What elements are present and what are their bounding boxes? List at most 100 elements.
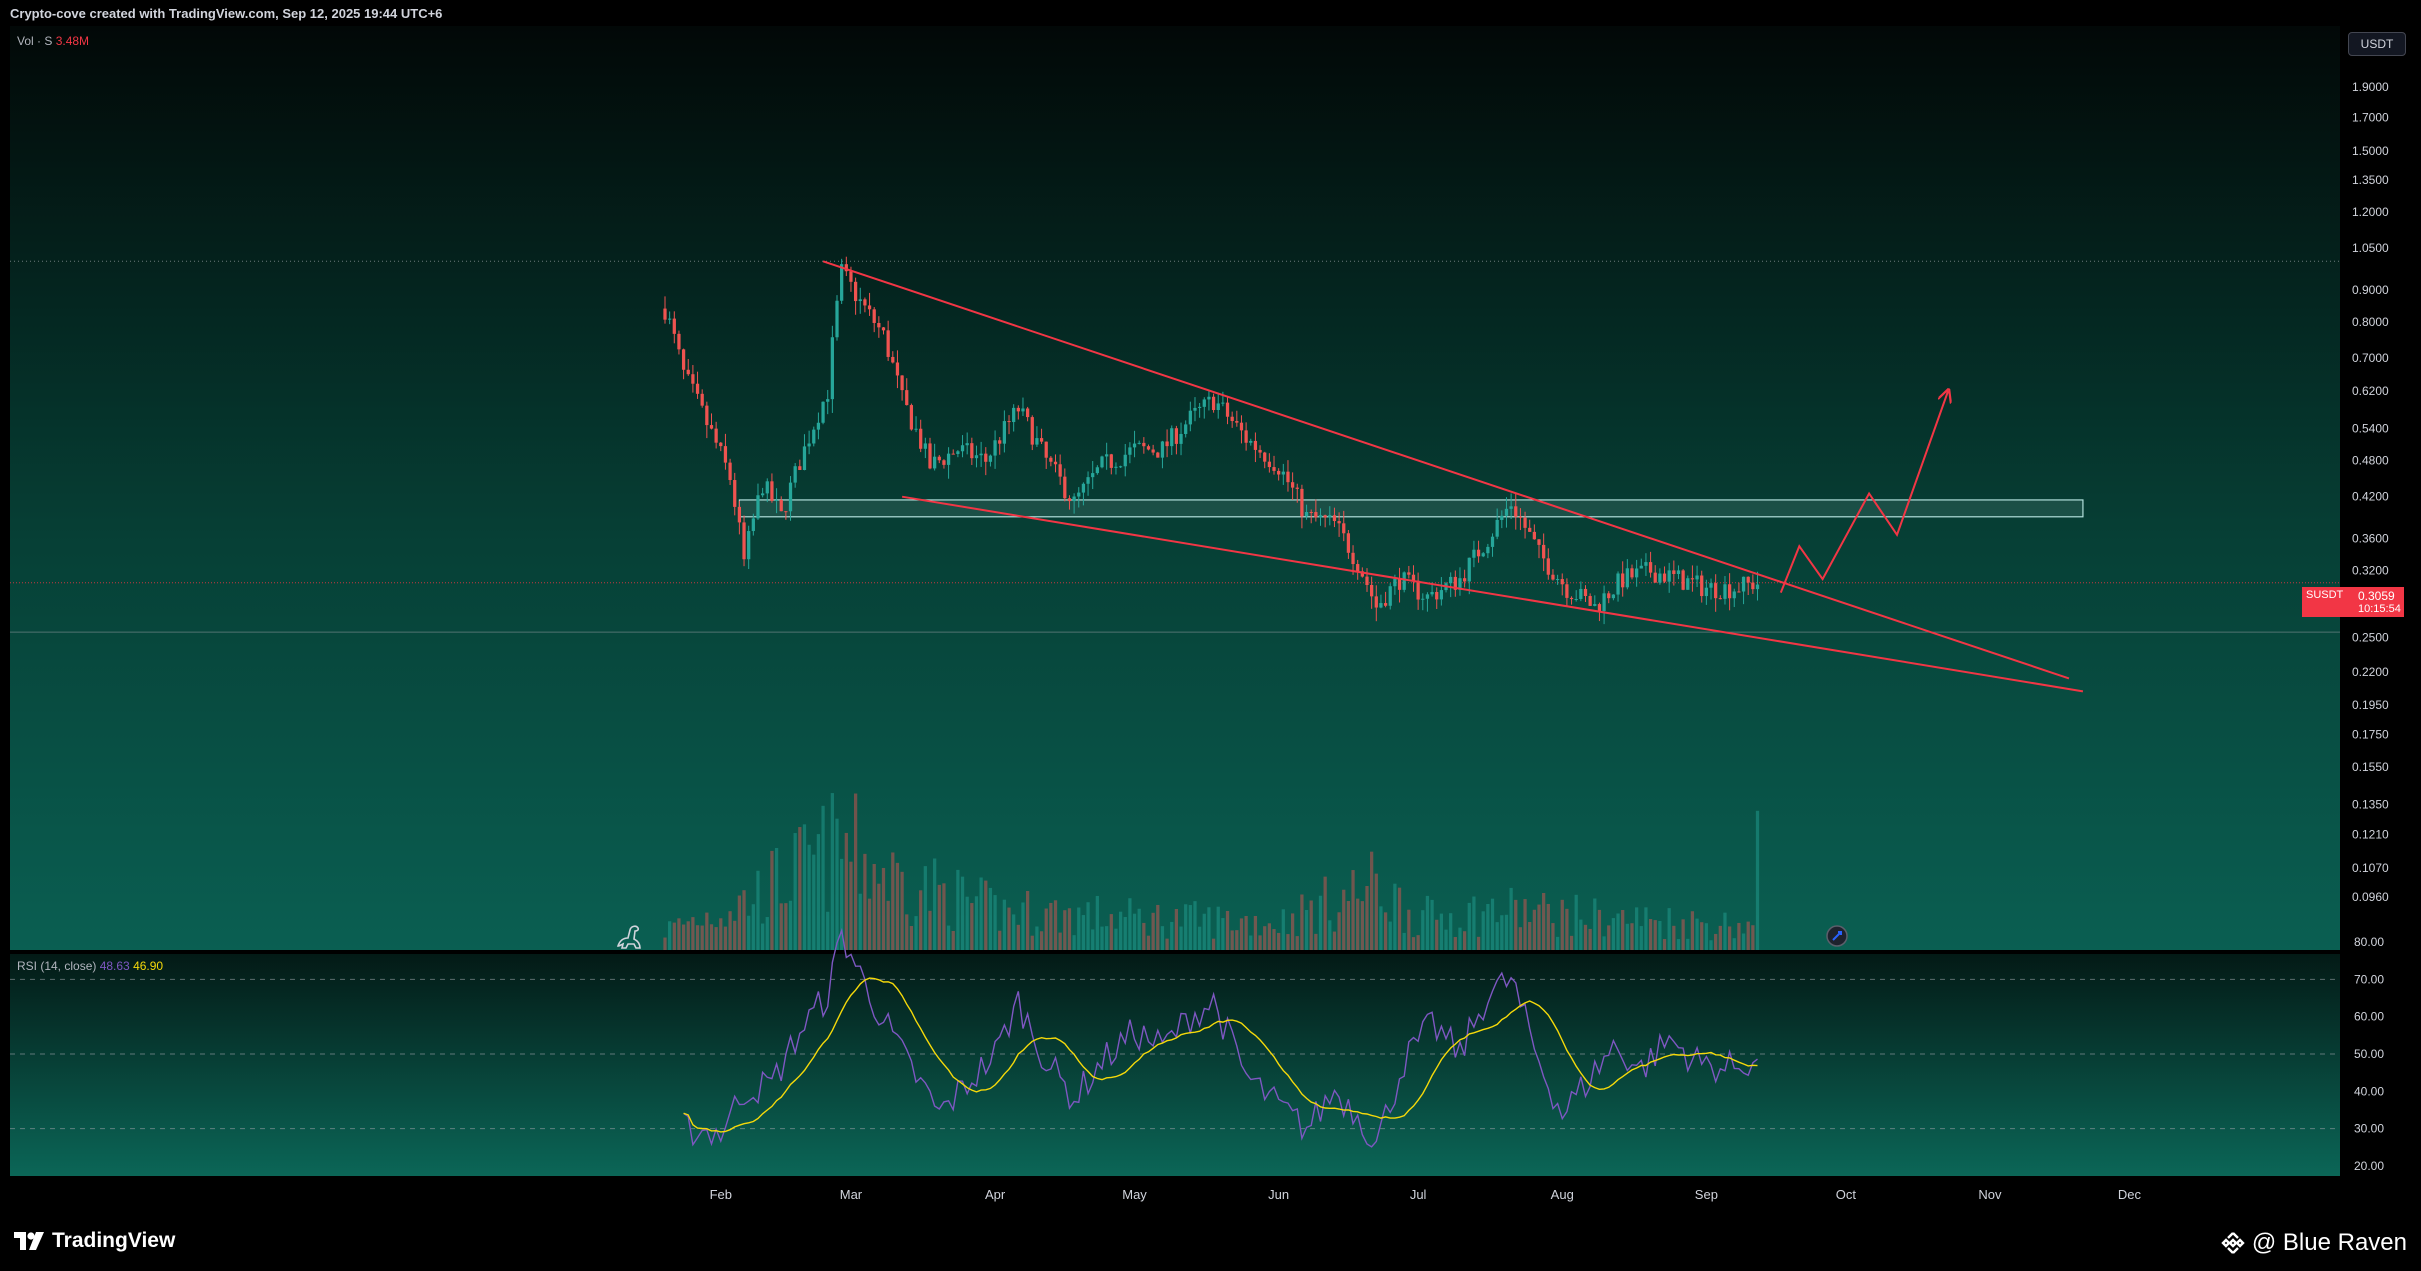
- candle-body: [951, 453, 955, 455]
- volume-bar: [714, 927, 718, 950]
- price-tick-label: 1.9000: [2352, 80, 2389, 94]
- candle-body: [1193, 407, 1197, 411]
- candle-body: [1244, 430, 1248, 443]
- candle-body: [1123, 454, 1127, 467]
- volume-bar: [1528, 921, 1532, 950]
- candle-body: [1077, 492, 1081, 497]
- author-tag[interactable]: @ Blue Raven: [2220, 1229, 2407, 1257]
- candle-body: [1690, 578, 1695, 580]
- currency-button[interactable]: USDT: [2348, 32, 2406, 56]
- price-tick-label: 0.4800: [2352, 453, 2389, 467]
- volume-bar: [1537, 904, 1541, 950]
- candle-body: [1732, 591, 1736, 599]
- volume-bar: [1574, 894, 1578, 950]
- volume-bar: [1002, 899, 1007, 950]
- candle-body: [700, 393, 704, 406]
- pane-separator[interactable]: [10, 950, 2340, 954]
- time-axis[interactable]: Feb Mar Apr May Jun Jul Aug Sep Oct Nov Dec: [710, 1187, 2142, 1202]
- candle-body: [681, 349, 686, 370]
- rsi-tick-label: 50.00: [2354, 1047, 2384, 1061]
- rsi-ma-legend-value: 46.90: [133, 959, 164, 973]
- candle-body: [765, 481, 769, 494]
- candle-body: [863, 299, 867, 306]
- candle-body: [1221, 402, 1225, 404]
- volume-bar: [1072, 935, 1076, 950]
- price-tick-label: 0.1210: [2352, 827, 2389, 841]
- candle-body: [1249, 440, 1253, 443]
- candle-body: [1579, 588, 1583, 599]
- volume-bar: [1030, 935, 1034, 950]
- time-axis-background: [0, 1176, 2421, 1212]
- rsi-axis[interactable]: 80.00 70.00 60.00 50.00 40.00 30.00 20.00: [2354, 935, 2384, 1173]
- volume-bar: [1695, 918, 1699, 950]
- volume-bar: [1416, 935, 1420, 950]
- candle-body: [807, 443, 811, 447]
- candle-body: [705, 405, 709, 426]
- candle-body: [1281, 471, 1285, 475]
- volume-bar: [1532, 909, 1536, 950]
- volume-bar: [840, 858, 844, 950]
- candle-body: [1360, 571, 1364, 577]
- price-tick-label: 0.2200: [2352, 665, 2389, 679]
- volume-bar: [686, 921, 690, 950]
- volume-bar: [788, 900, 793, 950]
- candle-body: [1267, 461, 1271, 468]
- candle-body: [1583, 588, 1588, 597]
- candle-body: [1290, 482, 1295, 488]
- candle-body: [1230, 416, 1234, 422]
- candle-body: [1528, 527, 1532, 532]
- volume-legend[interactable]: Vol · S 3.48M: [17, 34, 89, 48]
- volume-bar: [1165, 938, 1169, 950]
- volume-bar: [1267, 923, 1271, 950]
- candle-body: [1481, 553, 1485, 557]
- candle-body: [1002, 421, 1007, 444]
- volume-bar: [1160, 926, 1165, 950]
- volume-bar: [1216, 906, 1220, 950]
- candle-body: [1058, 464, 1062, 477]
- candle-body: [1653, 572, 1657, 583]
- candle-body: [714, 428, 718, 443]
- volume-bar: [1253, 915, 1258, 950]
- candle-body: [751, 518, 755, 532]
- rsi-indicator: [10, 927, 2340, 1148]
- volume-bar: [1458, 927, 1462, 950]
- candle-body: [1207, 396, 1211, 400]
- candle-body: [1397, 578, 1402, 590]
- candle-body: [1114, 466, 1118, 468]
- tradingview-logo[interactable]: TradingView: [14, 1229, 175, 1253]
- candle-body: [1184, 424, 1188, 434]
- volume-bar: [1379, 906, 1383, 950]
- volume-bar: [1504, 914, 1509, 950]
- volume-bar: [807, 844, 811, 950]
- volume-bar: [1360, 901, 1364, 950]
- volume-bar: [779, 903, 783, 950]
- candle-body: [728, 462, 732, 481]
- candle-body: [835, 300, 839, 338]
- candle-body: [1239, 422, 1244, 431]
- candle-body: [1495, 519, 1499, 537]
- volume-bar: [1184, 904, 1188, 950]
- volume-bar: [1621, 909, 1625, 950]
- candle-body: [1188, 410, 1192, 425]
- volume-bar: [1086, 902, 1090, 950]
- price-axis[interactable]: 1.9000 1.7000 1.5000 1.3500 1.2000 1.0500 0.90…: [2352, 80, 2389, 904]
- chart-canvas[interactable]: 1.9000 1.7000 1.5000 1.3500 1.2000 1.0500 0.90…: [0, 0, 2421, 1212]
- price-tick-label: 0.7000: [2352, 351, 2389, 365]
- volume-bar: [1365, 885, 1369, 950]
- replay-icon[interactable]: [1826, 925, 1848, 947]
- volume-bar: [1332, 931, 1337, 950]
- volume-bar: [1156, 904, 1160, 950]
- candle-body: [1509, 506, 1513, 509]
- candle-body: [1723, 584, 1727, 599]
- volume-bar: [1625, 923, 1629, 950]
- candle-body: [1500, 515, 1504, 520]
- candle-body: [1411, 574, 1416, 581]
- volume-bar: [1290, 913, 1295, 950]
- trend-drawings[interactable]: [822, 260, 2084, 693]
- candle-body: [1718, 598, 1722, 600]
- rsi-legend[interactable]: RSI (14, close) 48.63 46.90: [17, 959, 163, 973]
- volume-bar: [1648, 919, 1653, 950]
- candle-body: [1658, 573, 1662, 583]
- price-tick-label: 0.6200: [2352, 384, 2389, 398]
- volume-bar: [1304, 909, 1309, 950]
